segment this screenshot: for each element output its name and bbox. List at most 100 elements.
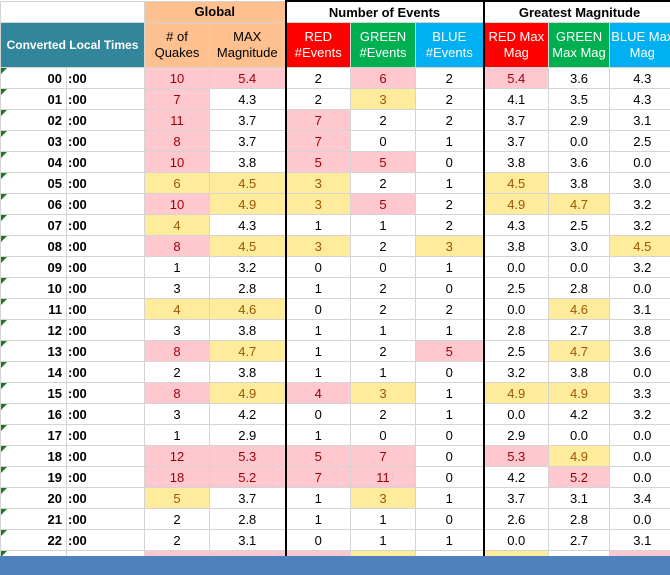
quakes-cell[interactable]: 5 xyxy=(144,487,210,509)
max-magnitude-cell[interactable]: 3.7 xyxy=(208,487,287,509)
green-events-cell[interactable]: 0 xyxy=(350,130,417,152)
minute-cell[interactable]: :00 xyxy=(66,172,145,194)
green-events-cell[interactable]: 6 xyxy=(350,67,417,89)
hour-cell[interactable]: 04 xyxy=(0,151,67,173)
red-events-cell[interactable]: 3 xyxy=(284,172,352,194)
green-max-mag-cell[interactable]: 4.2 xyxy=(548,403,611,425)
max-magnitude-cell[interactable]: 3.8 xyxy=(208,151,287,173)
minute-cell[interactable]: :00 xyxy=(66,193,145,215)
green-events-cell[interactable]: 2 xyxy=(350,298,417,320)
quakes-cell[interactable]: 10 xyxy=(144,193,210,215)
minute-cell[interactable]: :00 xyxy=(66,130,145,152)
blue-max-mag-cell[interactable]: 0.0 xyxy=(609,424,670,446)
blue-max-mag-cell[interactable]: 3.1 xyxy=(609,529,670,551)
green-events-cell[interactable]: 3 xyxy=(350,487,417,509)
blue-max-mag-cell[interactable]: 0.0 xyxy=(609,445,670,467)
max-magnitude-cell[interactable]: 4.9 xyxy=(208,193,287,215)
green-events-cell[interactable]: 2 xyxy=(350,403,417,425)
blue-max-mag-cell[interactable]: 0.0 xyxy=(609,361,670,383)
red-max-mag-cell[interactable]: 2.5 xyxy=(482,277,550,299)
red-events-cell[interactable]: 0 xyxy=(284,256,352,278)
green-max-mag-cell[interactable]: 0.0 xyxy=(548,424,611,446)
red-events-cell[interactable]: 1 xyxy=(284,508,352,530)
green-events-cell[interactable]: 2 xyxy=(350,340,417,362)
quakes-cell[interactable]: 10 xyxy=(144,151,210,173)
blue-max-mag-cell[interactable]: 3.2 xyxy=(609,214,670,236)
minute-cell[interactable]: :00 xyxy=(66,277,145,299)
hour-cell[interactable]: 20 xyxy=(0,487,67,509)
minute-cell[interactable]: :00 xyxy=(66,214,145,236)
green-events-cell[interactable]: 5 xyxy=(350,193,417,215)
green-events-cell[interactable]: 1 xyxy=(350,214,417,236)
quakes-cell[interactable]: 2 xyxy=(144,529,210,551)
green-events-cell[interactable]: 2 xyxy=(350,277,417,299)
red-max-mag-header[interactable]: RED Max Mag xyxy=(482,22,550,68)
minute-cell[interactable]: :00 xyxy=(66,298,145,320)
red-max-mag-cell[interactable]: 2.8 xyxy=(482,319,550,341)
red-max-mag-cell[interactable]: 3.7 xyxy=(482,109,550,131)
hour-cell[interactable]: 07 xyxy=(0,214,67,236)
blue-events-cell[interactable]: 0 xyxy=(415,508,485,530)
quakes-cell[interactable]: 2 xyxy=(144,361,210,383)
blue-max-mag-cell[interactable]: 0.0 xyxy=(609,508,670,530)
max-magnitude-cell[interactable]: 5.3 xyxy=(208,445,287,467)
green-events-cell[interactable]: 11 xyxy=(350,466,417,488)
minute-cell[interactable]: :00 xyxy=(66,529,145,551)
quakes-cell[interactable]: 1 xyxy=(144,256,210,278)
blue-events-cell[interactable]: 0 xyxy=(415,361,485,383)
red-events-cell[interactable]: 3 xyxy=(284,193,352,215)
hour-cell[interactable]: 01 xyxy=(0,88,67,110)
green-max-mag-cell[interactable]: 4.7 xyxy=(548,193,611,215)
green-max-mag-cell[interactable]: 2.5 xyxy=(548,214,611,236)
green-max-mag-cell[interactable]: 4.6 xyxy=(548,298,611,320)
blue-max-mag-cell[interactable]: 3.1 xyxy=(609,298,670,320)
blue-events-cell[interactable]: 1 xyxy=(415,403,485,425)
quakes-cell[interactable]: 1 xyxy=(144,424,210,446)
green-events-cell[interactable]: 3 xyxy=(350,382,417,404)
blue-max-mag-header[interactable]: BLUE Max Mag xyxy=(609,22,670,68)
blue-events-cell[interactable]: 0 xyxy=(415,466,485,488)
blue-events-cell[interactable]: 2 xyxy=(415,67,485,89)
minute-cell[interactable]: :00 xyxy=(66,382,145,404)
max-magnitude-cell[interactable]: 3.7 xyxy=(208,109,287,131)
green-events-cell[interactable]: 0 xyxy=(350,256,417,278)
minute-cell[interactable]: :00 xyxy=(66,88,145,110)
red-max-mag-cell[interactable]: 2.9 xyxy=(482,424,550,446)
quakes-cell[interactable]: 2 xyxy=(144,508,210,530)
red-max-mag-cell[interactable]: 3.7 xyxy=(482,130,550,152)
red-max-mag-cell[interactable]: 2.6 xyxy=(482,508,550,530)
hour-cell[interactable]: 18 xyxy=(0,445,67,467)
green-events-cell[interactable]: 5 xyxy=(350,151,417,173)
red-max-mag-cell[interactable]: 4.9 xyxy=(482,382,550,404)
max-magnitude-cell[interactable]: 4.5 xyxy=(208,235,287,257)
greatest-magnitude-header[interactable]: Greatest Magnitude xyxy=(482,0,670,23)
green-max-mag-cell[interactable]: 3.5 xyxy=(548,88,611,110)
quakes-cell[interactable]: 3 xyxy=(144,319,210,341)
blue-events-cell[interactable]: 5 xyxy=(415,340,485,362)
blue-events-cell[interactable]: 0 xyxy=(415,151,485,173)
green-max-mag-cell[interactable]: 2.8 xyxy=(548,277,611,299)
red-max-mag-cell[interactable]: 4.3 xyxy=(482,214,550,236)
global-header[interactable]: Global xyxy=(143,0,287,23)
green-max-mag-cell[interactable]: 0.0 xyxy=(548,130,611,152)
red-events-cell[interactable]: 7 xyxy=(284,466,352,488)
blue-events-cell[interactable]: 2 xyxy=(415,109,485,131)
red-events-cell[interactable]: 7 xyxy=(284,130,352,152)
max-magnitude-cell[interactable]: 5.4 xyxy=(208,67,287,89)
blue-events-cell[interactable]: 3 xyxy=(415,235,485,257)
blue-max-mag-cell[interactable]: 3.2 xyxy=(609,193,670,215)
hour-cell[interactable]: 17 xyxy=(0,424,67,446)
green-max-mag-cell[interactable]: 2.7 xyxy=(548,529,611,551)
red-max-mag-cell[interactable]: 5.4 xyxy=(482,67,550,89)
quakes-cell[interactable]: 12 xyxy=(144,445,210,467)
red-events-cell[interactable]: 0 xyxy=(284,403,352,425)
red-events-cell[interactable]: 7 xyxy=(284,109,352,131)
red-events-cell[interactable]: 0 xyxy=(284,298,352,320)
quakes-cell[interactable]: 6 xyxy=(144,172,210,194)
green-events-cell[interactable]: 1 xyxy=(350,319,417,341)
green-max-mag-cell[interactable]: 5.2 xyxy=(548,466,611,488)
hour-cell[interactable]: 19 xyxy=(0,466,67,488)
quakes-cell[interactable]: 8 xyxy=(144,340,210,362)
green-events-cell[interactable]: 2 xyxy=(350,109,417,131)
red-max-mag-cell[interactable]: 2.5 xyxy=(482,340,550,362)
